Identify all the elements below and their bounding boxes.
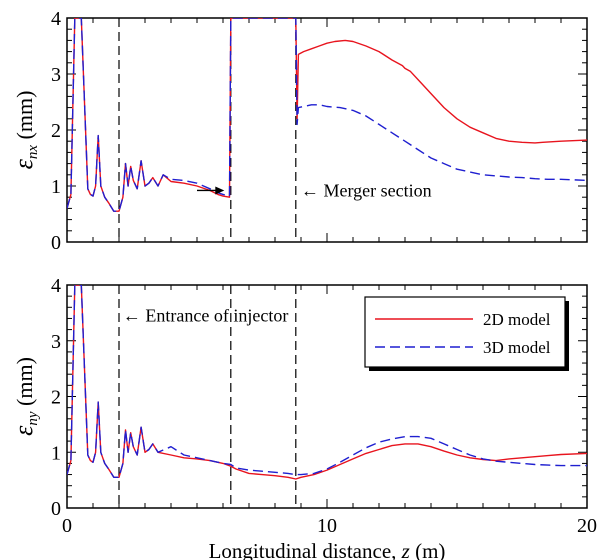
y-tick-label: 2 — [51, 387, 61, 409]
y-axis-label: εny (mm) — [9, 357, 41, 436]
annotation-arrow-head — [215, 186, 225, 195]
legend-box — [364, 296, 566, 368]
x-tick-label: 10 — [317, 515, 337, 537]
panel-bottom: 0 1 2 3 4 0 10 20 εny (mm) ← Entrance of injector… — [9, 275, 597, 560]
legend-label: 3D model — [483, 338, 551, 357]
plot-frame — [66, 17, 588, 243]
x-tick-label: 20 — [577, 515, 597, 537]
series-line-3d-model — [67, 18, 587, 212]
annotation-text: ← Merger section — [301, 180, 432, 200]
y-tick-label: 2 — [51, 120, 61, 142]
series-group — [67, 285, 587, 480]
x-tick-label: 0 — [62, 515, 72, 537]
y-tick-label: 0 — [51, 498, 61, 520]
series-line-3d-model — [67, 285, 587, 478]
x-axis-label: Longitudinal distance, z (m) — [209, 539, 446, 560]
panel-top: 0 1 2 3 4 εnx (mm) ← Merger section — [9, 8, 588, 254]
y-tick-label: 1 — [51, 442, 61, 464]
y-tick-label: 0 — [51, 232, 61, 254]
y-axis-label: εnx (mm) — [9, 91, 41, 170]
legend-label: 2D model — [483, 310, 551, 329]
y-tick-label: 4 — [51, 275, 61, 297]
annotation-text: ← Entrance of injector — [123, 306, 288, 326]
y-tick-label: 1 — [51, 176, 61, 198]
series-group — [67, 18, 587, 212]
y-tick-label: 4 — [51, 8, 61, 30]
y-tick-label: 3 — [51, 331, 61, 353]
y-tick-label: 3 — [51, 64, 61, 86]
